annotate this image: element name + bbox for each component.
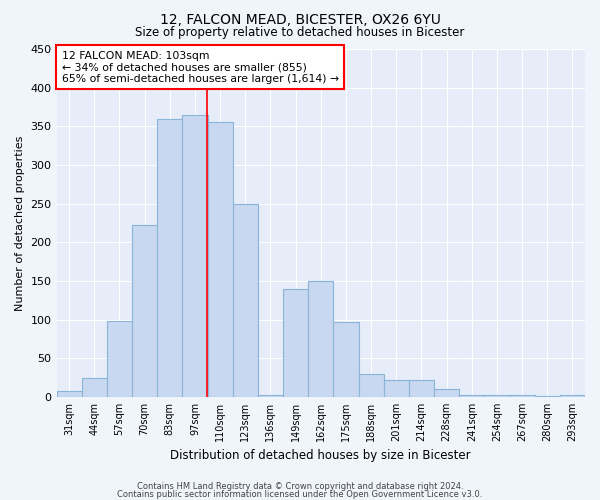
- Bar: [283, 288, 308, 397]
- Text: 12, FALCON MEAD, BICESTER, OX26 6YU: 12, FALCON MEAD, BICESTER, OX26 6YU: [160, 12, 440, 26]
- Bar: [56, 390, 82, 397]
- Bar: [409, 380, 434, 397]
- Bar: [560, 396, 585, 397]
- Text: Contains public sector information licensed under the Open Government Licence v3: Contains public sector information licen…: [118, 490, 482, 499]
- Text: Contains HM Land Registry data © Crown copyright and database right 2024.: Contains HM Land Registry data © Crown c…: [137, 482, 463, 491]
- Bar: [132, 226, 157, 397]
- Bar: [107, 321, 132, 397]
- Bar: [459, 394, 484, 397]
- Y-axis label: Number of detached properties: Number of detached properties: [15, 136, 25, 310]
- Bar: [535, 396, 560, 397]
- X-axis label: Distribution of detached houses by size in Bicester: Distribution of detached houses by size …: [170, 450, 471, 462]
- Bar: [233, 204, 258, 397]
- Bar: [484, 396, 509, 397]
- Bar: [434, 389, 459, 397]
- Bar: [308, 281, 334, 397]
- Text: Size of property relative to detached houses in Bicester: Size of property relative to detached ho…: [136, 26, 464, 39]
- Bar: [334, 322, 359, 397]
- Text: 12 FALCON MEAD: 103sqm
← 34% of detached houses are smaller (855)
65% of semi-de: 12 FALCON MEAD: 103sqm ← 34% of detached…: [62, 50, 339, 84]
- Bar: [509, 394, 535, 397]
- Bar: [157, 118, 182, 397]
- Bar: [82, 378, 107, 397]
- Bar: [258, 394, 283, 397]
- Bar: [208, 122, 233, 397]
- Bar: [182, 114, 208, 397]
- Bar: [359, 374, 383, 397]
- Bar: [383, 380, 409, 397]
